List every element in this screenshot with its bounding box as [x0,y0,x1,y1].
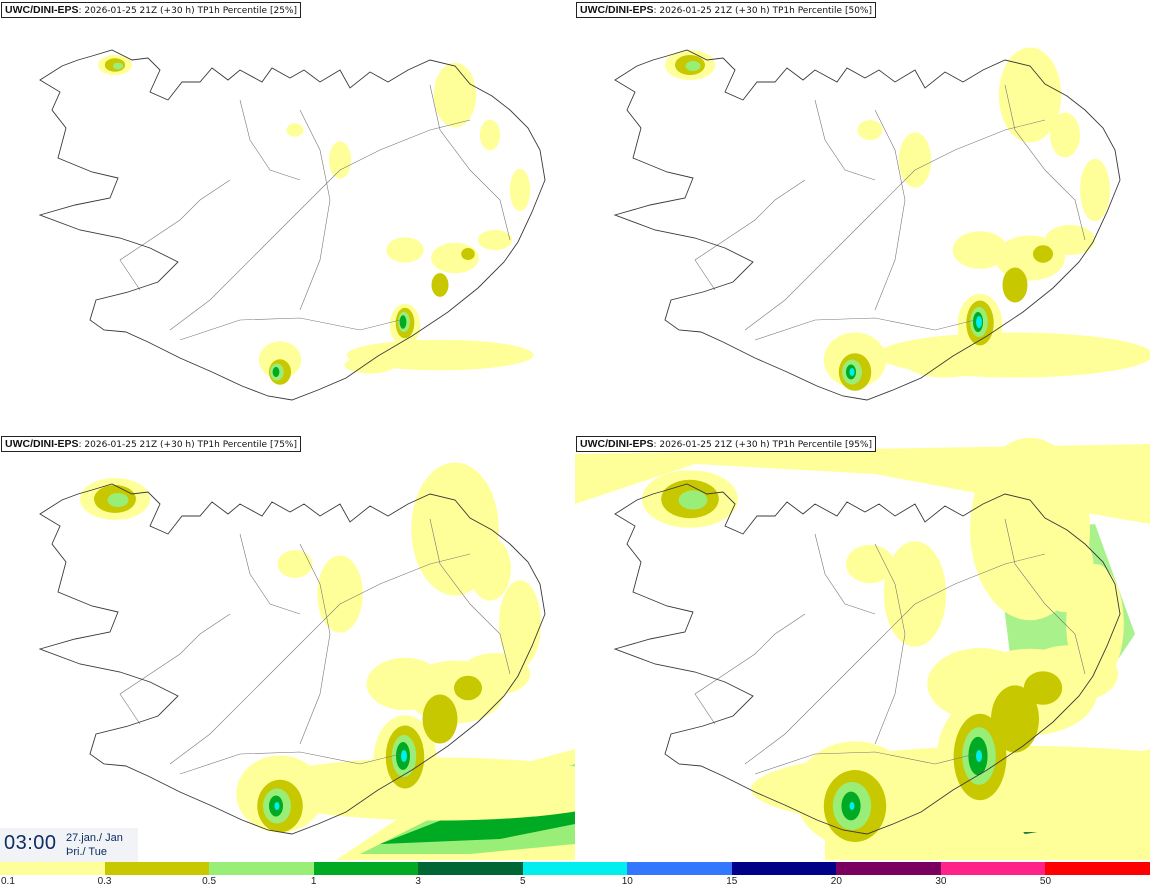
panel-model-label: UWC/DINI-EPS [580,438,654,450]
precip-map-p95 [575,437,1150,860]
precip-field [575,437,1150,860]
precip-field [665,47,1150,391]
panel-title: UWC/DINI-EPS: 2026-01-25 21Z (+30 h) TP1… [1,2,301,18]
precip-map-p50 [613,47,1150,401]
colorbar-tick-label: 5 [519,876,526,887]
colorbar-tick-label: 0.1 [1,876,15,887]
colorbar-swatch-1 [104,862,210,875]
colorbar-swatch-5 [522,862,628,875]
coastline [613,483,1121,835]
panel-title: UWC/DINI-EPS: 2026-01-25 21Z (+30 h) TP1… [576,2,876,18]
colorbar-swatch-9 [940,862,1046,875]
colorbar-tick-label: 20 [830,876,842,887]
panel-model-label: UWC/DINI-EPS [5,4,79,16]
colorbar-tick-label: 3 [415,876,421,887]
panel-run-info: : 2026-01-25 21Z (+30 h) TP1h Percentile… [78,6,297,16]
colorbar-tick-label: 0.3 [97,876,112,887]
panel-title: UWC/DINI-EPS: 2026-01-25 21Z (+30 h) TP1… [576,436,876,452]
road-network [119,518,511,775]
precip-map-p25 [38,49,546,401]
road-network [694,84,1086,341]
colorbar-swatch-4 [418,862,523,875]
panel-model-label: UWC/DINI-EPS [5,438,79,450]
precip-colorbar [0,862,1150,875]
panel-title: UWC/DINI-EPS: 2026-01-25 21Z (+30 h) TP1… [1,436,301,452]
colorbar-swatch-8 [836,862,941,875]
precip-field [80,462,575,860]
coastline [38,49,546,401]
colorbar-tick-label: 0.5 [202,876,217,887]
panel-run-info: : 2026-01-25 21Z (+30 h) TP1h Percentile… [653,6,872,16]
precip-field [98,54,534,385]
coastline [38,483,546,835]
panel-run-info: : 2026-01-25 21Z (+30 h) TP1h Percentile… [78,440,297,450]
precip-map-p75 [38,462,575,860]
colorbar-swatch-10 [1045,862,1150,875]
valid-date-block: 27.jan./ Jan Þri./ Tue [66,831,123,859]
map-panel-p75: UWC/DINI-EPS: 2026-01-25 21Z (+30 h) TP1… [0,434,575,860]
colorbar-swatch-7 [731,862,837,875]
coastline [613,49,1121,401]
map-panel-p50: UWC/DINI-EPS: 2026-01-25 21Z (+30 h) TP1… [575,0,1150,432]
colorbar-tick-label: 50 [1039,876,1052,887]
colorbar-swatch-3 [313,862,419,875]
valid-date: 27.jan./ Jan [66,832,123,844]
colorbar-tick-label: 10 [621,876,633,887]
map-panel-p25: UWC/DINI-EPS: 2026-01-25 21Z (+30 h) TP1… [0,0,575,432]
colorbar-swatch-6 [627,862,732,875]
valid-time-box: 03:00 27.jan./ Jan Þri./ Tue [0,828,138,862]
valid-weekday: Þri./ Tue [66,846,107,858]
panel-model-label: UWC/DINI-EPS [580,4,654,16]
colorbar-tick-label: 15 [726,876,738,887]
map-panel-p95: UWC/DINI-EPS: 2026-01-25 21Z (+30 h) TP1… [575,434,1150,860]
road-network [694,518,1086,775]
colorbar-swatch-2 [209,862,314,875]
colorbar-ticks: 0.1 0.3 0.5 1 3 5 10 15 20 30 50 [0,876,1150,890]
road-network [119,84,511,341]
colorbar-swatch-0 [0,862,105,875]
colorbar-tick-label: 1 [310,876,317,887]
panel-run-info: : 2026-01-25 21Z (+30 h) TP1h Percentile… [653,440,872,450]
colorbar-tick-label: 30 [935,876,947,887]
valid-time-clock: 03:00 [4,832,57,854]
